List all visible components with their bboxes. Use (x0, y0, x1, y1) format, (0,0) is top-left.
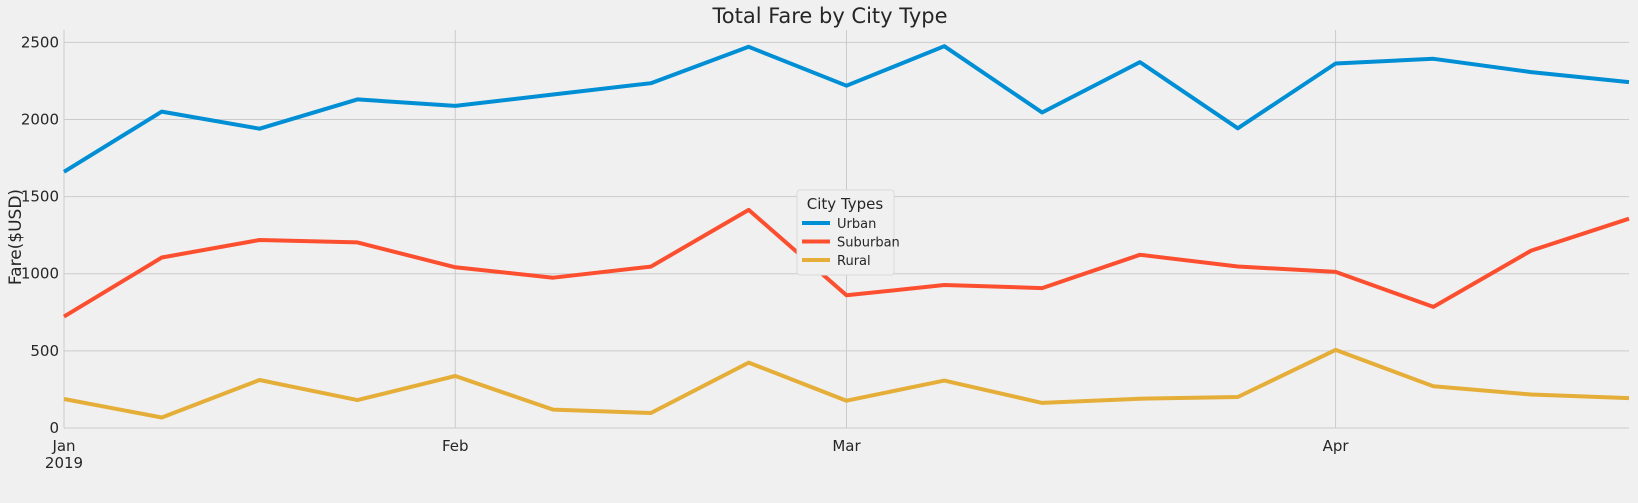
chart-title: Total Fare by City Type (711, 4, 947, 28)
series-line-urban (62, 44, 1630, 174)
series-line-rural (63, 347, 1630, 420)
y-tick-label: 500 (30, 342, 59, 360)
x-tick-sublabel: 2019 (45, 454, 83, 472)
legend-label-suburban: Suburban (837, 236, 900, 251)
y-tick-label: 2500 (21, 33, 59, 51)
y-axis-label: Fare($USD) (6, 189, 26, 285)
legend-box (796, 189, 895, 276)
x-tick-label: Mar (832, 437, 861, 455)
y-tick-label: 0 (49, 419, 59, 437)
y-tick-label: 2000 (21, 110, 59, 128)
x-tick-label: Jan (51, 437, 75, 455)
y-tick-label: 1000 (21, 265, 59, 283)
y-tick-label: 1500 (21, 188, 59, 206)
x-tick-label: Feb (442, 437, 469, 455)
legend: City Types Urban Suburban Rural (796, 189, 900, 276)
series-lines (62, 44, 1630, 420)
legend-label-rural: Rural (837, 254, 871, 269)
series-line-suburban (62, 207, 1630, 319)
legend-title: City Types (807, 195, 884, 213)
legend-label-urban: Urban (837, 217, 876, 232)
legend-items: Urban Suburban Rural (802, 217, 900, 269)
x-tick-label: Apr (1323, 437, 1350, 455)
